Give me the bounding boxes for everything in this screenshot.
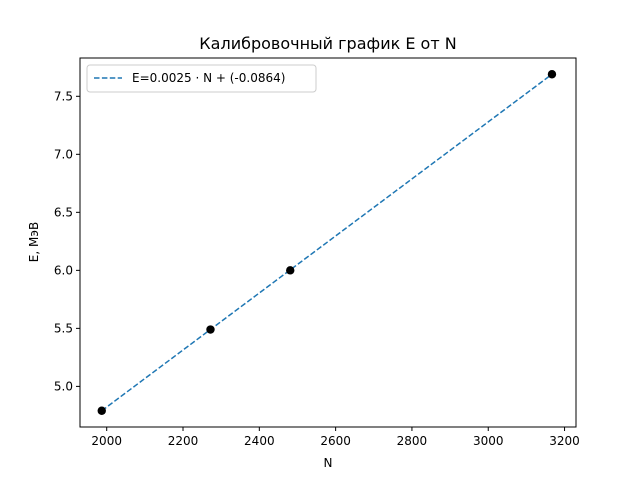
x-tick-label: 2200 — [168, 434, 199, 448]
chart-title: Калибровочный график E от N — [199, 34, 456, 53]
x-axis: 2000 2200 2400 2600 2800 3000 3200 — [91, 427, 580, 448]
x-tick-label: 3000 — [473, 434, 504, 448]
x-tick-label: 2000 — [91, 434, 122, 448]
data-point — [286, 266, 295, 275]
data-point — [547, 70, 557, 79]
fit-line — [101, 73, 553, 412]
y-tick-label: 5.5 — [54, 321, 73, 335]
plot-area — [79, 57, 577, 428]
y-tick-label: 5.0 — [54, 379, 73, 393]
y-tick-label: 7.5 — [54, 89, 73, 103]
data-point — [97, 406, 106, 415]
x-tick-label: 2400 — [244, 434, 275, 448]
x-tick-label: 2800 — [397, 434, 428, 448]
x-axis-label: N — [324, 456, 333, 470]
legend: E=0.0025 · N + (-0.0864) — [86, 64, 317, 93]
series-layer — [97, 70, 557, 415]
y-tick-label: 6.0 — [54, 263, 73, 277]
legend-label-fit-line: E=0.0025 · N + (-0.0864) — [132, 71, 285, 85]
y-axis: 5.0 5.5 6.0 6.5 7.0 7.5 — [54, 89, 80, 393]
data-point — [206, 325, 215, 334]
y-tick-label: 6.5 — [54, 205, 73, 219]
y-axis-label: E, МэВ — [27, 222, 41, 262]
legend-box — [86, 64, 317, 93]
x-tick-label: 2600 — [320, 434, 351, 448]
x-tick-label: 3200 — [549, 434, 580, 448]
y-tick-label: 7.0 — [54, 147, 73, 161]
plot-frame — [79, 57, 577, 428]
